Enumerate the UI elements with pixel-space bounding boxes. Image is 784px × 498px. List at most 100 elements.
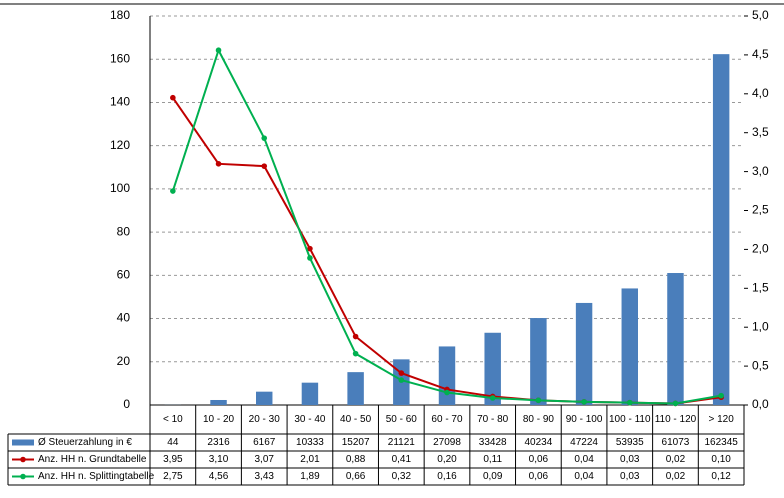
point [398,370,405,376]
table-cell: 0,06 [529,471,549,482]
table-cell: 53935 [616,437,644,448]
table-cell: 27098 [433,437,461,448]
y2-tick-label: 0,0 [752,397,769,411]
legend-label: Ø Steuerzahlung in € [38,437,132,448]
table-cell: 0,04 [574,471,594,482]
table-cell: 33428 [479,437,507,448]
y2-tick-label: 1,0 [752,319,769,333]
table-cell: 0,10 [711,454,731,465]
point [170,94,176,101]
point [307,245,313,252]
point [261,135,268,141]
point [261,163,268,169]
table-cell: 40234 [524,437,552,448]
table-cell: 61073 [662,437,690,448]
table-cell: 1,89 [300,471,320,482]
point [307,255,313,261]
table-cell: 3,07 [254,454,274,465]
point [626,399,633,406]
table-cell: 4,56 [209,471,229,482]
y-tick-label: 60 [117,268,131,282]
table-cell: 0,41 [392,454,412,465]
x-tick-label: 110 - 120 [655,414,697,425]
table-cell: 10333 [296,437,324,448]
y2-tick-label: 4,5 [752,47,769,61]
legend-swatch [20,473,26,480]
table-cell: 2,75 [163,471,183,482]
table-cell: 0,03 [620,454,640,465]
table-cell: 0,03 [620,471,640,482]
table-cell: 0,88 [346,454,366,465]
y-tick-label: 40 [117,311,131,325]
point [489,395,496,401]
x-tick-label: 60 - 70 [431,414,463,425]
x-tick-label: < 10 [163,414,183,425]
y2-tick-label: 1,5 [752,280,769,294]
table-cell: 3,10 [209,454,229,465]
point [352,350,359,357]
bar [621,288,638,405]
bar [712,54,730,405]
point [444,389,450,396]
point [215,161,222,167]
bar [667,273,684,405]
table-cell: 0,66 [346,471,366,482]
bar [484,332,501,405]
table-cell: 0,12 [711,471,731,482]
point [398,377,405,383]
table-cell: 15207 [342,437,370,448]
y2-tick-label: 2,0 [752,242,769,256]
y-tick-label: 80 [117,224,131,238]
table-cell: 162345 [704,437,738,448]
x-tick-label: 100 - 110 [609,414,651,425]
table-cell: 2316 [207,437,230,448]
legend-label: Anz. HH n. Grundtabelle [38,454,147,465]
x-tick-label: 80 - 90 [523,414,555,425]
point [170,188,176,194]
y-tick-label: 180 [110,8,130,22]
bar [210,399,227,405]
table-cell: 0,20 [437,454,457,465]
bar [347,372,364,405]
x-tick-label: 30 - 40 [294,414,326,425]
x-tick-label: > 120 [708,414,734,425]
legend-swatch [12,439,34,446]
x-tick-label: 10 - 20 [203,414,235,425]
point [581,399,587,405]
table-cell: 0,11 [483,454,502,465]
y2-tick-label: 0,5 [752,358,769,372]
table-cell: 0,16 [437,471,457,482]
point [215,47,222,54]
y2-tick-label: 4,0 [752,86,769,100]
legend-label: Anz. HH n. Splittingtabelle [38,471,155,482]
y-tick-label: 0 [123,397,130,411]
x-tick-label: 50 - 60 [386,414,418,425]
point [535,397,542,404]
table-cell: 0,32 [392,471,412,482]
table-cell: 21121 [388,437,416,448]
x-tick-label: 20 - 30 [249,414,281,425]
y2-tick-label: 3,5 [752,125,769,139]
table-cell: 6167 [253,437,276,448]
point [718,392,724,399]
table-cell: 44 [167,437,179,448]
legend-swatch [20,456,26,463]
bar [256,391,273,405]
x-tick-label: 90 - 100 [566,414,603,425]
y-tick-label: 120 [110,138,130,152]
bar [438,346,456,405]
table-cell: 47224 [570,437,598,448]
bar [301,382,319,405]
y-tick-label: 140 [110,95,130,109]
table-cell: 0,02 [666,471,686,482]
y-tick-label: 20 [117,354,131,368]
table-cell: 3,95 [163,454,183,465]
table-cell: 0,04 [574,454,594,465]
bar [575,302,593,405]
table-cell: 0,09 [483,471,503,482]
point [672,400,679,407]
bar [530,318,547,405]
x-tick-label: 70 - 80 [477,414,509,425]
table-cell: 3,43 [254,471,274,482]
